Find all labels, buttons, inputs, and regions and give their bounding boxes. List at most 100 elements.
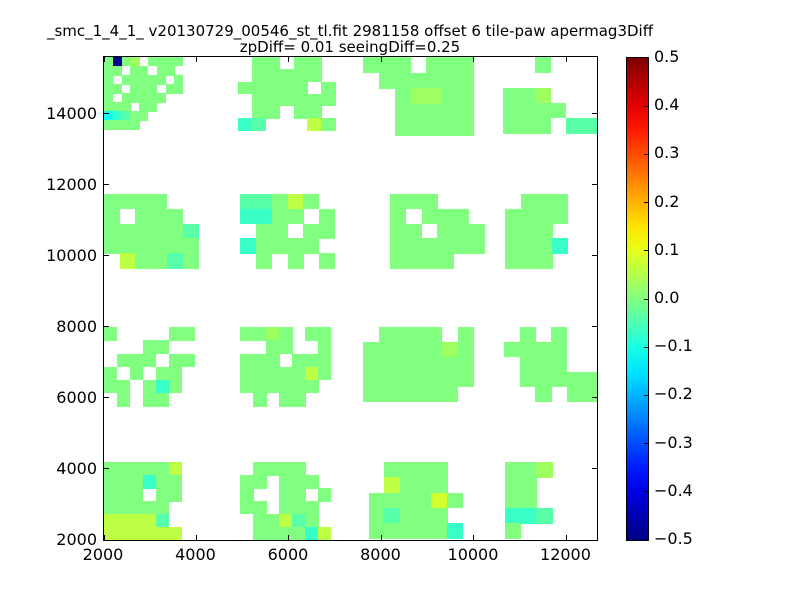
- heatmap-cell: [405, 223, 423, 239]
- heatmap-cell: [520, 492, 537, 509]
- colorbar-tick-label: 0.1: [654, 239, 680, 259]
- heatmap-cell: [410, 72, 427, 89]
- heatmap-cell: [168, 462, 183, 476]
- heatmap-cell: [142, 501, 157, 515]
- x-tick-label: 12000: [540, 545, 591, 564]
- heatmap-cell: [293, 69, 308, 82]
- x-tick-label: 6000: [267, 545, 309, 564]
- heatmap-cell: [520, 508, 537, 524]
- heatmap-cell: [166, 253, 183, 269]
- heatmap-cell: [321, 81, 336, 95]
- heatmap-cell: [536, 508, 553, 524]
- heatmap-cell: [135, 193, 152, 210]
- heatmap-cell: [147, 75, 158, 85]
- heatmap-cell: [251, 81, 267, 95]
- heatmap-cell: [166, 238, 183, 254]
- y-tick: [592, 468, 597, 470]
- heatmap-cell: [318, 366, 332, 381]
- heatmap-cell: [399, 492, 417, 509]
- heatmap-cell: [155, 462, 170, 476]
- heatmap-cell: [410, 88, 427, 105]
- heatmap-cell: [253, 366, 267, 381]
- heatmap-cell: [307, 69, 322, 82]
- heatmap-cell: [394, 342, 411, 358]
- y-tick: [104, 539, 109, 540]
- heatmap-cell: [292, 475, 306, 489]
- heatmap-cell: [292, 488, 306, 502]
- heatmap-cell: [504, 253, 522, 269]
- x-tick-label: 10000: [447, 545, 499, 564]
- heatmap-cell: [518, 87, 535, 104]
- heatmap-cell: [410, 386, 427, 403]
- heatmap-cell: [292, 366, 306, 381]
- heatmap-cell: [253, 353, 267, 368]
- heatmap-cell: [431, 523, 448, 539]
- heatmap-cell: [112, 66, 122, 76]
- heatmap-cell: [287, 193, 304, 210]
- heatmap-cell: [139, 93, 149, 103]
- heatmap-cell: [266, 379, 280, 394]
- heatmap-cell: [426, 357, 443, 373]
- heatmap-cell: [390, 193, 407, 210]
- heatmap-cell: [293, 81, 308, 95]
- heatmap-cell: [468, 223, 485, 239]
- heatmap-cell: [394, 57, 411, 74]
- heatmap-cell: [155, 392, 170, 407]
- heatmap-cell: [142, 514, 157, 528]
- y-tick-label: 8000: [56, 316, 97, 336]
- y-tick-label: 2000: [56, 530, 97, 549]
- heatmap-cell: [534, 57, 551, 73]
- heatmap-cell: [116, 475, 131, 489]
- heatmap-cell: [130, 66, 140, 76]
- heatmap-cell: [536, 253, 553, 269]
- heatmap-cell: [552, 238, 569, 254]
- heatmap-cell: [379, 327, 396, 343]
- heatmap-cell: [363, 386, 380, 403]
- x-tick: [288, 535, 290, 540]
- heatmap-cell: [415, 508, 432, 524]
- x-tick: [288, 57, 290, 62]
- heatmap-cell: [121, 102, 131, 112]
- colorbar-tick-label: 0.5: [654, 47, 680, 66]
- heatmap-cell: [142, 475, 157, 489]
- heatmap-cell: [305, 379, 319, 394]
- heatmap-cell: [256, 253, 273, 269]
- heatmap-cell: [104, 102, 114, 112]
- heatmap-cell: [279, 93, 294, 107]
- heatmap-cell: [279, 462, 293, 476]
- heatmap-cell: [240, 238, 257, 254]
- heatmap-cell: [504, 238, 522, 254]
- heatmap-cell: [431, 492, 448, 509]
- heatmap-cell: [121, 75, 131, 85]
- heatmap-cell: [504, 523, 522, 539]
- heatmap-cell: [151, 223, 168, 239]
- colorbar-tick-label: −0.2: [654, 384, 693, 404]
- colorbar-tick: [644, 443, 648, 445]
- heatmap-cell: [104, 366, 118, 381]
- heatmap-cell: [271, 223, 288, 239]
- heatmap-cell: [139, 66, 149, 76]
- heatmap-cell: [305, 366, 319, 381]
- heatmap-cell: [265, 57, 281, 70]
- heatmap-cell: [363, 57, 380, 74]
- heatmap-cell: [104, 501, 118, 515]
- heatmap-cell: [130, 111, 140, 121]
- heatmap-cell: [303, 193, 320, 210]
- heatmap-cell: [534, 87, 551, 104]
- heatmap-cell: [405, 253, 423, 269]
- heatmap-cell: [139, 102, 149, 112]
- heatmap-cell: [253, 327, 267, 341]
- heatmap-cell: [155, 340, 170, 354]
- heatmap-cell: [165, 57, 175, 67]
- heatmap-cell: [305, 501, 319, 515]
- x-tick-label: 4000: [175, 545, 216, 564]
- heatmap-cell: [253, 392, 267, 407]
- heatmap-cell: [182, 238, 199, 254]
- heatmap-cell: [319, 208, 336, 224]
- heatmap-cell: [410, 372, 427, 388]
- heatmap-cell: [520, 477, 537, 494]
- heatmap-cell: [520, 462, 537, 478]
- heatmap-cell: [399, 477, 417, 494]
- heatmap-cell: [112, 84, 122, 94]
- heatmap-cell: [181, 327, 196, 341]
